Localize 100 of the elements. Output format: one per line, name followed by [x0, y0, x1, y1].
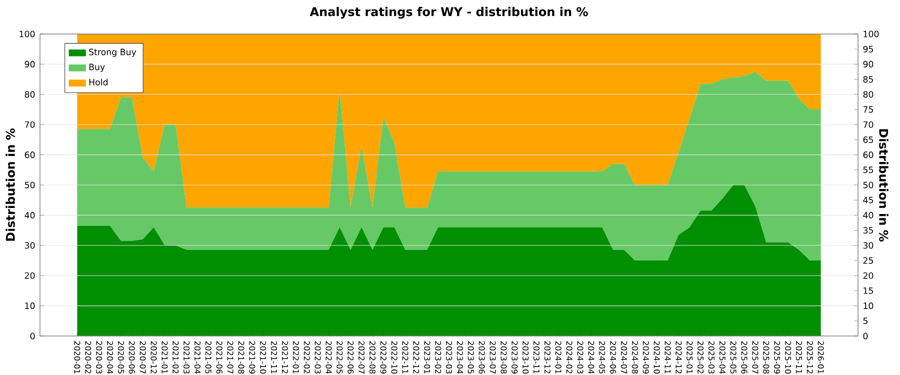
y2-tick-label: 5: [863, 318, 868, 324]
y-axis-title: Distribution in %: [6, 128, 15, 241]
x-tick-label: 2023-01: [424, 341, 430, 374]
x-tick-label: 2022-03: [314, 341, 321, 374]
x-tick-label: 2021-04: [194, 341, 201, 374]
x-tick-label: 2022-05: [336, 341, 343, 374]
x-tick-label: 2021-12: [282, 341, 288, 374]
x-tick-label: 2025-07: [752, 341, 758, 374]
x-tick-label: 2023-04: [456, 341, 463, 374]
x-tick-label: 2020-03: [96, 341, 102, 374]
y2-tick-label: 65: [863, 136, 873, 143]
y2-tick-label: 90: [863, 60, 874, 68]
x-tick-label: 2023-11: [533, 341, 540, 374]
x-tick-label: 2021-06: [216, 341, 222, 374]
x-tick-label: 2025-04: [719, 341, 726, 374]
x-tick-label: 2024-06: [610, 341, 616, 374]
x-tick-label: 2022-02: [304, 341, 310, 374]
x-tick-label: 2024-08: [632, 341, 638, 374]
x-tick-label: 2024-10: [654, 341, 660, 374]
legend-label: Strong Buy: [89, 48, 136, 57]
x-tick-label: 2020-05: [118, 341, 124, 374]
x-tick-label: 2025-06: [741, 341, 748, 374]
y-tick-label: 20: [24, 272, 35, 279]
x-tick-label: 2024-03: [577, 341, 584, 374]
x-tick-label: 2021-08: [238, 341, 244, 374]
x-tick-label: 2025-11: [796, 341, 802, 374]
y2-axis-title: Distribution in %: [879, 129, 888, 242]
x-tick-label: 2024-09: [642, 341, 649, 374]
y2-tick-label: 55: [863, 166, 873, 174]
x-tick-label: 2023-06: [478, 341, 485, 374]
y2-tick-label: 80: [863, 91, 874, 98]
y2-tick-label: 60: [863, 152, 874, 158]
x-tick-label: 2021-07: [227, 341, 234, 374]
y2-tick-label: 40: [863, 212, 874, 218]
y-tick-label: 90: [24, 60, 35, 68]
x-tick-label: 2023-10: [522, 341, 529, 374]
y-tick-label: 70: [24, 121, 35, 128]
x-tick-label: 2023-07: [490, 341, 496, 374]
x-tick-label: 2025-02: [698, 341, 704, 374]
x-tick-label: 2024-07: [620, 341, 628, 374]
x-tick-label: 2020-04: [106, 341, 114, 374]
x-tick-label: 2022-06: [348, 341, 354, 374]
x-tick-label: 2021-09: [249, 341, 256, 374]
x-tick-label: 2024-05: [599, 341, 606, 374]
y2-tick-label: 25: [863, 257, 873, 264]
x-tick-label: 2025-01: [686, 341, 693, 374]
x-tick-label: 2021-01: [162, 341, 168, 374]
x-tick-label: 2022-10: [391, 341, 398, 374]
x-tick-label: 2023-08: [500, 341, 507, 374]
y2-tick-label: 15: [864, 287, 873, 294]
y-tick-label: 100: [20, 30, 35, 38]
y-tick-label: 80: [24, 91, 35, 98]
x-tick-label: 2020-01: [74, 341, 80, 374]
y-tick-label: 0: [30, 332, 35, 340]
x-tick-label: 2025-09: [774, 341, 780, 374]
x-tick-label: 2023-03: [446, 341, 452, 374]
y-tick-label: 50: [24, 182, 35, 188]
y2-tick-label: 20: [863, 272, 874, 279]
x-tick-label: 2023-12: [544, 341, 550, 374]
x-tick-label: 2024-12: [676, 341, 682, 374]
x-tick-label: 2022-12: [413, 341, 420, 374]
x-tick-label: 2020-06: [128, 341, 135, 374]
x-tick-label: 2024-02: [566, 341, 572, 374]
y2-tick-label: 100: [864, 30, 879, 38]
y-tick-label: 10: [25, 302, 35, 310]
x-tick-label: 2022-01: [292, 341, 299, 374]
x-tick-label: 2022-09: [380, 341, 386, 374]
y2-tick-label: 75: [863, 106, 873, 113]
x-tick-label: 2021-11: [271, 341, 278, 374]
x-tick-label: 2025-03: [708, 341, 714, 374]
legend-label: Hold: [89, 78, 108, 86]
x-tick-label: 2022-08: [369, 341, 376, 374]
x-tick-label: 2022-07: [358, 341, 365, 374]
y2-tick-label: 50: [863, 182, 874, 188]
x-tick-label: 2024-01: [555, 341, 562, 374]
x-tick-label: 2025-12: [806, 341, 813, 374]
y2-tick-label: 35: [863, 227, 873, 234]
x-tick-label: 2024-11: [664, 341, 671, 374]
y-tick-label: 40: [24, 212, 35, 218]
x-tick-label: 2021-02: [172, 341, 179, 374]
x-tick-label: 2024-04: [588, 341, 594, 374]
legend-label: Buy: [89, 64, 105, 72]
x-tick-label: 2025-10: [785, 341, 792, 374]
x-tick-label: 2023-02: [435, 341, 442, 374]
x-tick-label: 2020-12: [150, 341, 157, 374]
y2-tick-label: 10: [864, 302, 874, 310]
x-tick-label: 2025-08: [763, 341, 770, 374]
y2-tick-label: 85: [863, 76, 873, 83]
y2-tick-label: 0: [863, 332, 868, 340]
x-tick-label: 2026-01: [818, 341, 824, 374]
x-tick-label: 2021-10: [260, 341, 266, 374]
x-tick-label: 2023-05: [468, 341, 474, 374]
x-tick-label: 2025-05: [730, 341, 736, 374]
y-tick-label: 30: [24, 242, 35, 249]
x-tick-label: 2023-09: [512, 341, 518, 374]
x-tick-label: 2022-11: [402, 341, 408, 374]
chart-title: Analyst ratings for WY - distribution in %: [310, 6, 588, 19]
y-tick-label: 60: [24, 152, 35, 158]
y2-tick-label: 45: [863, 196, 873, 204]
x-tick-label: 2020-07: [140, 341, 146, 374]
